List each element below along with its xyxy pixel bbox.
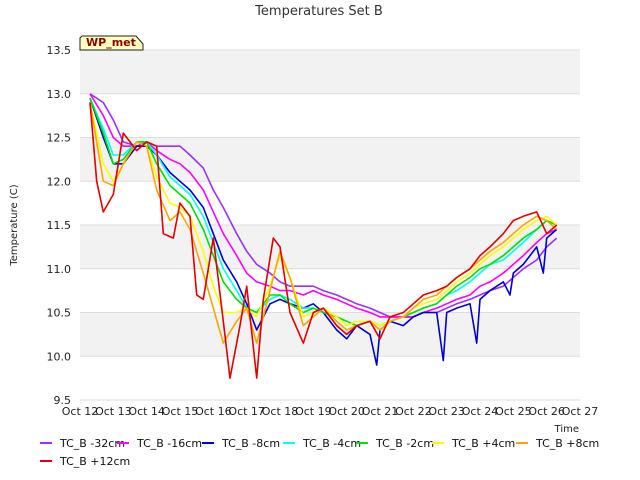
x-tick-label: Oct 24 bbox=[462, 405, 499, 418]
x-tick-label: Oct 26 bbox=[528, 405, 565, 418]
legend-item: TC_B -8cm bbox=[202, 437, 280, 450]
x-tick-label: Oct 18 bbox=[262, 405, 299, 418]
wp-met-badge: WP_met bbox=[79, 35, 144, 51]
x-tick-label: Oct 19 bbox=[295, 405, 332, 418]
x-tick-label: Oct 23 bbox=[428, 405, 465, 418]
y-axis-ticks: 9.5 10.0 10.5 11.0 11.5 12.0 12.5 13.0 13.5 bbox=[47, 44, 72, 407]
legend-item: TC_B -4cm bbox=[283, 437, 361, 450]
legend-label: TC_B +12cm bbox=[59, 455, 130, 468]
legend-item: TC_B +8cm bbox=[516, 437, 599, 450]
x-tick-label: Oct 25 bbox=[495, 405, 532, 418]
legend-item: TC_B -2cm bbox=[356, 437, 434, 450]
y-tick-label: 10.5 bbox=[47, 307, 72, 320]
x-tick-label: Oct 14 bbox=[128, 405, 165, 418]
y-tick-label: 12.5 bbox=[47, 132, 72, 145]
y-tick-label: 12.0 bbox=[47, 175, 72, 188]
x-tick-label: Oct 22 bbox=[395, 405, 432, 418]
y-axis-label: Temperature (C) bbox=[9, 184, 20, 266]
badge-label: WP_met bbox=[86, 36, 136, 49]
y-tick-label: 13.5 bbox=[47, 44, 72, 57]
series-line bbox=[89, 97, 558, 327]
legend-item: TC_B +4cm bbox=[432, 437, 515, 450]
legend-label: TC_B -2cm bbox=[375, 437, 434, 450]
y-tick-label: 11.5 bbox=[47, 219, 72, 232]
grid-band bbox=[80, 312, 580, 357]
series-line bbox=[89, 102, 558, 379]
x-tick-label: Oct 21 bbox=[362, 405, 399, 418]
series-line bbox=[89, 97, 558, 366]
legend-label: TC_B +8cm bbox=[535, 437, 599, 450]
chart-title: Temperatures Set B bbox=[254, 4, 383, 19]
x-tick-label: Oct 17 bbox=[228, 405, 265, 418]
legend-label: TC_B -4cm bbox=[302, 437, 361, 450]
series-line bbox=[89, 93, 558, 318]
x-tick-label: Oct 15 bbox=[162, 405, 199, 418]
legend-item: TC_B -16cm bbox=[117, 437, 202, 450]
grid-band bbox=[80, 50, 580, 94]
legend-item: TC_B +12cm bbox=[40, 455, 130, 468]
series-lines bbox=[89, 93, 558, 379]
x-axis-label: Time bbox=[554, 424, 579, 435]
legend-label: TC_B -8cm bbox=[221, 437, 280, 450]
x-tick-label: Oct 13 bbox=[95, 405, 132, 418]
legend-label: TC_B -16cm bbox=[136, 437, 202, 450]
legend-label: TC_B -32cm bbox=[59, 437, 125, 450]
x-tick-label: Oct 12 bbox=[62, 405, 99, 418]
x-tick-label: Oct 16 bbox=[195, 405, 232, 418]
legend: TC_B -32cm TC_B -16cm TC_B -8cm TC_B -4cm TC… bbox=[40, 437, 599, 468]
y-tick-label: 10.0 bbox=[47, 350, 72, 363]
x-tick-label: Oct 27 bbox=[562, 405, 599, 418]
series-line bbox=[89, 93, 558, 318]
x-tick-label: Oct 20 bbox=[328, 405, 365, 418]
y-tick-label: 11.0 bbox=[47, 263, 72, 276]
y-tick-label: 13.0 bbox=[47, 88, 72, 101]
legend-label: TC_B +4cm bbox=[451, 437, 515, 450]
legend-item: TC_B -32cm bbox=[40, 437, 125, 450]
y-tick-label: 9.5 bbox=[54, 394, 72, 407]
